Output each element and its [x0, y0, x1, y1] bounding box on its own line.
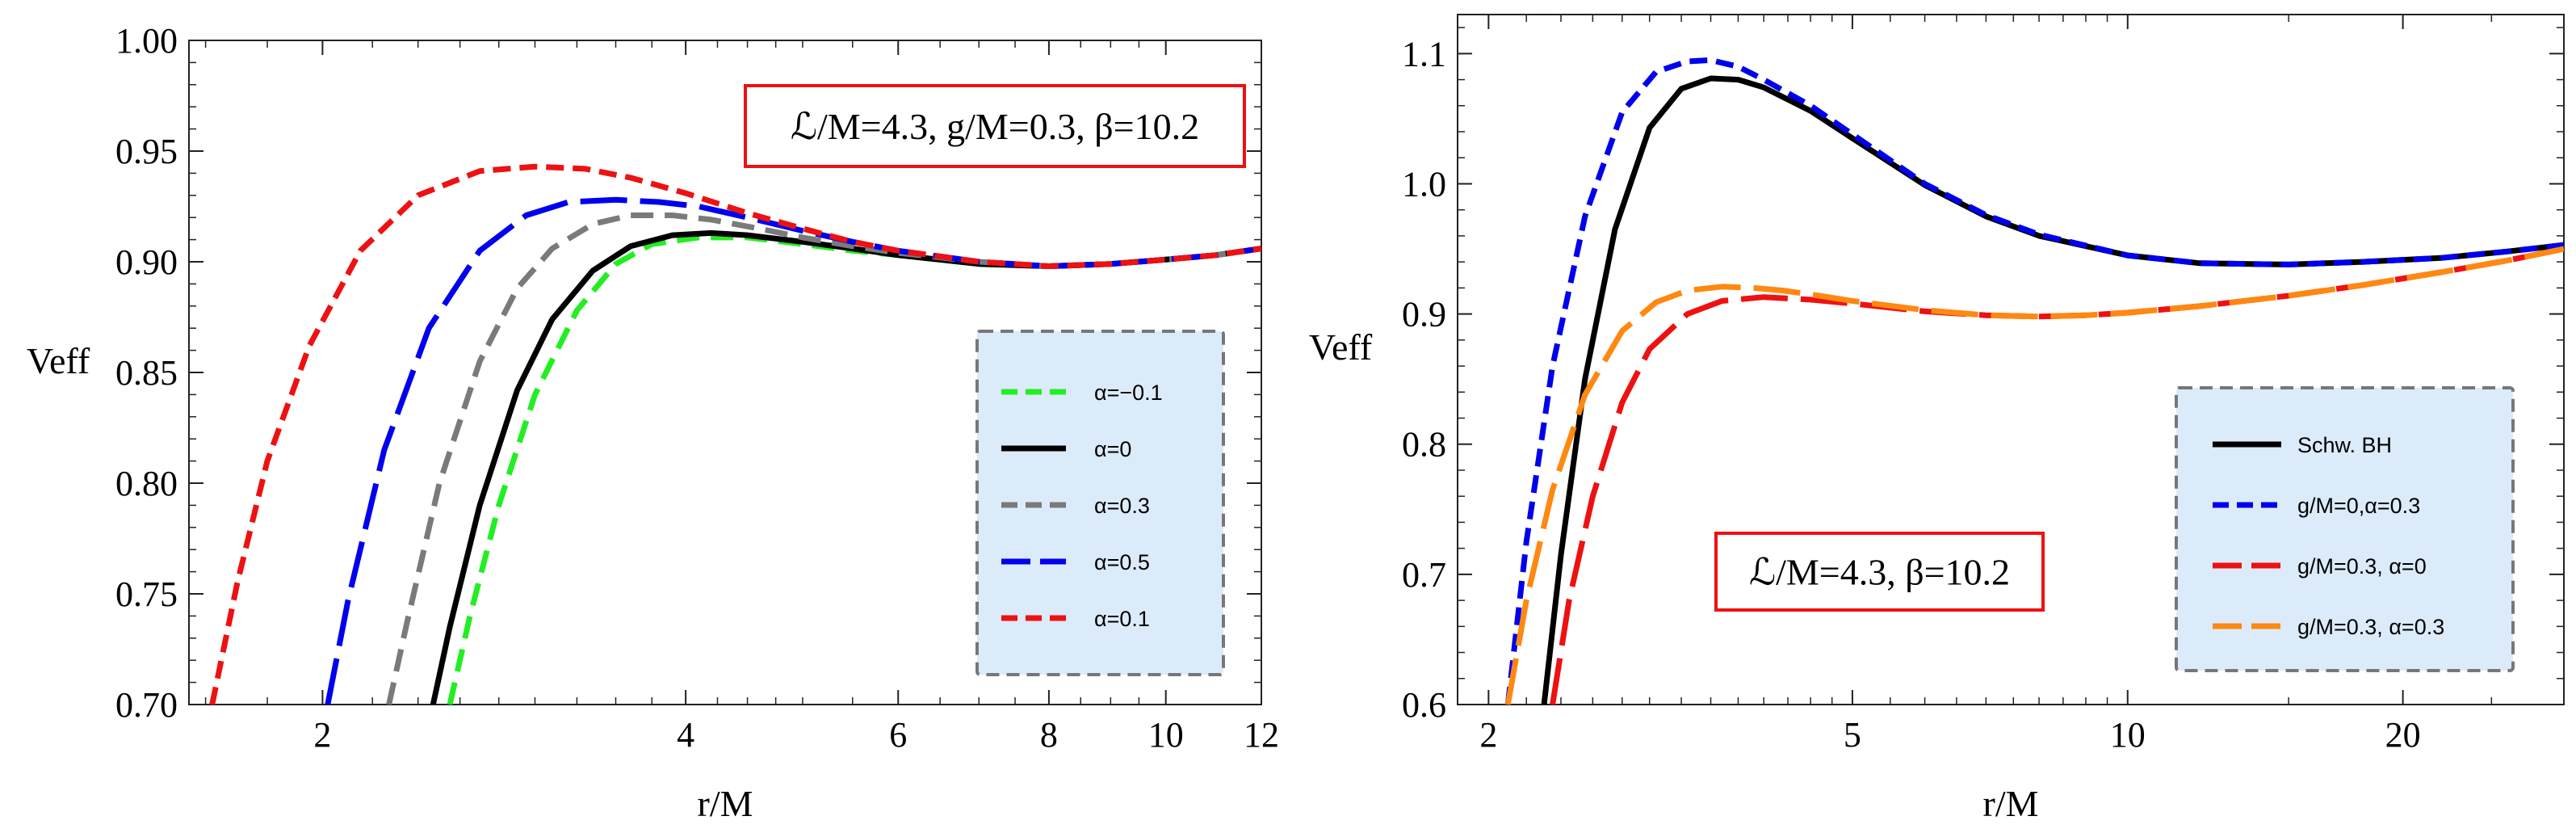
- series-line: [386, 212, 1261, 705]
- series-line: [1550, 246, 2564, 705]
- right-chart-panel: 2 5 10 20 0.6 0.7 0.8 0.9 1.0 1.1 r/M Veff ℒ/M=4.3, …: [1309, 14, 2565, 824]
- annotation-text: ℒ/M=4.3, β=10.2: [1749, 552, 2010, 593]
- y-tick-label: 0.75: [115, 574, 178, 614]
- annotation-box: [744, 84, 1246, 168]
- x-tick-label: 10: [2110, 715, 2146, 755]
- x-tick-label: 12: [1244, 715, 1279, 755]
- x-tick-label: 10: [1148, 715, 1184, 755]
- legend-box: [975, 330, 1225, 676]
- y-tick-label: 1.0: [1402, 164, 1446, 204]
- annotation-box: [1714, 532, 2045, 612]
- y-tick-label: 0.7: [1402, 555, 1446, 595]
- series-line: [209, 163, 1261, 705]
- plot-frame: [1457, 14, 2565, 705]
- x-axis-label: r/M: [1983, 783, 2039, 824]
- y-tick-label: 1.00: [115, 21, 178, 61]
- legend-label: α=0: [1094, 437, 1131, 461]
- legend-label: Schw. BH: [2297, 433, 2392, 457]
- legend-label: α=0.1: [1094, 607, 1150, 631]
- y-tick-label: 0.80: [115, 464, 178, 503]
- annotation-text: ℒ/M=4.3, g/M=0.3, β=10.2: [791, 106, 1199, 147]
- y-axis-label: Veff: [1309, 326, 1373, 368]
- y-tick-label: 1.1: [1402, 34, 1446, 74]
- y-tick-label: 0.85: [115, 353, 178, 393]
- series-group: [1504, 57, 2564, 705]
- legend-label: α=−0.1: [1094, 381, 1163, 405]
- y-tick-label: 0.95: [115, 132, 178, 171]
- legend-label: g/M=0.3, α=0: [2297, 554, 2427, 578]
- x-tick-label: 5: [1844, 715, 1861, 755]
- y-tick-label: 0.70: [115, 685, 178, 725]
- series-line: [1504, 246, 2564, 705]
- legend-label: α=0.5: [1094, 550, 1150, 574]
- y-tick-label: 0.9: [1402, 295, 1446, 334]
- x-tick-label: 8: [1040, 715, 1058, 755]
- y-tick-label: 0.6: [1402, 685, 1446, 725]
- x-tick-label: 6: [889, 715, 907, 755]
- legend-label: g/M=0.3, α=0.3: [2297, 615, 2444, 639]
- legend-label: α=0.3: [1094, 494, 1150, 518]
- legend-box: [2175, 386, 2515, 672]
- x-tick-label: 2: [313, 715, 331, 755]
- x-tick-label: 20: [2385, 715, 2421, 755]
- x-tick-label: 4: [677, 715, 694, 755]
- left-chart-panel: 2 4 6 8 10 12 0.70 0.75 0.80 0.85 0.90 0.95 1.00 r/M V…: [27, 21, 1279, 824]
- y-axis-label: Veff: [27, 340, 90, 381]
- y-tick-label: 0.90: [115, 242, 178, 282]
- y-tick-label: 0.8: [1402, 425, 1446, 465]
- series-line: [325, 196, 1261, 705]
- legend-label: g/M=0,α=0.3: [2297, 494, 2420, 518]
- x-tick-label: 2: [1479, 715, 1497, 755]
- series-line: [1504, 57, 2564, 705]
- series-group: [209, 163, 1261, 705]
- x-axis-label: r/M: [698, 783, 753, 824]
